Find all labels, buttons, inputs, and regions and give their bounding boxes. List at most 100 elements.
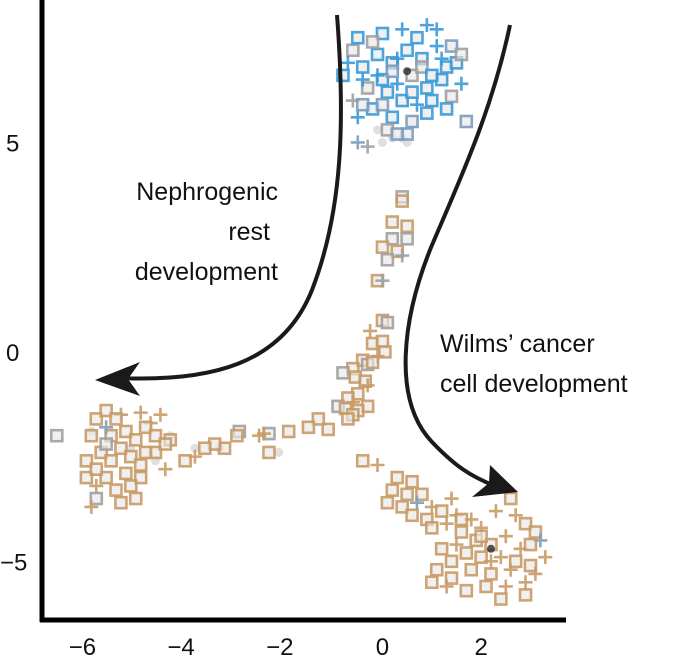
point-square [375, 97, 390, 112]
point-plus [454, 76, 469, 91]
point-square [375, 26, 390, 41]
point-dark-dot [403, 67, 412, 76]
point-plus [493, 550, 508, 565]
x-tick-label: −4 [167, 634, 194, 661]
point-square [148, 428, 163, 443]
point-plus [429, 39, 444, 54]
point-square [444, 89, 459, 104]
points-layer [50, 18, 553, 606]
point-square [133, 458, 148, 472]
x-tick-label: −2 [266, 634, 293, 661]
point-square [459, 546, 474, 560]
point-plus [434, 51, 449, 66]
point-square [128, 491, 143, 506]
point-square [104, 454, 118, 468]
point-square [400, 43, 414, 58]
point-square [405, 474, 419, 489]
point-square [420, 81, 434, 95]
point-plus [370, 68, 385, 83]
point-plus [483, 554, 498, 569]
point-square [358, 374, 372, 389]
point-square [158, 437, 173, 451]
point-square [119, 466, 133, 481]
point-plus [390, 51, 405, 66]
point-square [415, 487, 429, 502]
point-square [459, 114, 474, 129]
point-square [479, 579, 493, 594]
annotation-wilms-line2: cell development [440, 370, 628, 398]
point-square [390, 470, 405, 485]
point-square [198, 441, 212, 456]
y-tick-label: 5 [6, 130, 19, 157]
point-square [380, 495, 395, 510]
x-tick-label: −6 [69, 634, 96, 661]
point-square [494, 592, 508, 606]
point-square [133, 470, 148, 485]
point-plus [444, 491, 459, 506]
point-square [424, 93, 439, 108]
point-square [400, 231, 414, 246]
point-plus [508, 508, 523, 523]
point-plus [518, 575, 533, 590]
point-square [385, 231, 400, 246]
point-square [484, 567, 498, 581]
point-square [89, 491, 104, 506]
point-square [444, 571, 459, 585]
point-square [311, 412, 326, 426]
point-square [89, 412, 104, 426]
point-square [444, 554, 459, 569]
point-plus [449, 537, 464, 552]
y-tick-label: 0 [6, 340, 19, 367]
point-square [424, 68, 439, 83]
y-tick-labels: 5 0 −5 [0, 130, 27, 576]
nephrogenic-arrowhead-icon [95, 362, 140, 396]
point-square [321, 422, 335, 437]
point-square [380, 85, 395, 99]
x-tick-label: 0 [376, 634, 389, 661]
x-tick-label: 2 [474, 634, 487, 661]
point-square [405, 85, 419, 99]
point-square [429, 562, 444, 577]
point-square [355, 454, 370, 468]
point-square [79, 470, 94, 485]
wilms-cancer-arrow [403, 24, 512, 488]
point-square [395, 93, 409, 108]
point-square [138, 420, 153, 435]
point-plus [360, 378, 375, 393]
point-square [385, 110, 400, 125]
point-square [439, 102, 454, 116]
point-square [124, 479, 138, 493]
point-plus [89, 478, 104, 493]
annotation-nephrogenic-line3: development [135, 258, 278, 286]
point-plus [390, 76, 405, 91]
point-square [375, 240, 390, 254]
point-plus [84, 499, 99, 514]
point-plus [538, 550, 553, 565]
point-plus [409, 495, 424, 510]
point-plus [350, 135, 365, 150]
point-plus [350, 110, 365, 125]
point-square [178, 454, 192, 468]
point-square [385, 483, 400, 497]
point-square [89, 462, 104, 476]
point-square [99, 403, 113, 418]
point-square [124, 449, 138, 464]
point-plus [439, 516, 454, 531]
point-plus [409, 97, 424, 112]
point-plus [528, 566, 543, 581]
point-square [380, 252, 395, 267]
point-light-dot [190, 443, 200, 453]
point-square [464, 562, 479, 577]
point-square [370, 47, 385, 62]
point-light-dot [373, 125, 383, 135]
point-square [99, 437, 113, 451]
point-square [262, 445, 276, 460]
point-square [350, 30, 365, 45]
point-plus [133, 405, 148, 420]
point-plus [498, 579, 513, 594]
point-square [474, 550, 488, 564]
annotation-nephrogenic-line1: Nephrogenic [136, 178, 278, 206]
point-plus [153, 407, 168, 422]
point-square [128, 433, 143, 447]
